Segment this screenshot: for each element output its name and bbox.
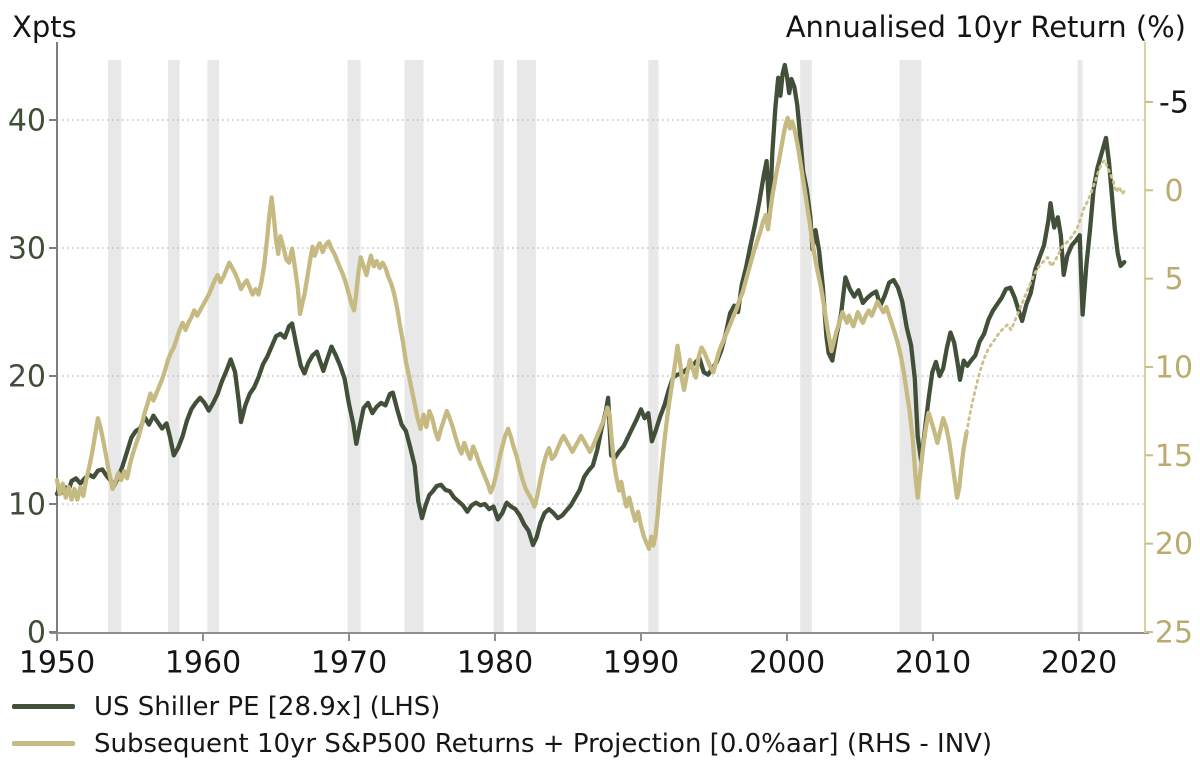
x-axis-tick-label: 1970 <box>311 646 387 681</box>
returns-line-swatch <box>12 741 75 746</box>
subsequent-returns-line <box>54 115 969 552</box>
x-axis-tick-label: 1990 <box>603 646 679 681</box>
recession-band <box>493 60 504 633</box>
left-axis-tick-label: 0 <box>27 616 46 651</box>
recession-band <box>404 60 424 633</box>
x-axis-tick-label: 1950 <box>19 646 95 681</box>
left-axis-title: Xpts <box>12 10 77 44</box>
right-axis-tick-label: 20 <box>1155 527 1193 562</box>
x-axis-tick-label: 1960 <box>165 646 241 681</box>
recession-band <box>1077 60 1083 633</box>
recession-band <box>516 60 536 633</box>
right-axis-tick-label: 15 <box>1155 439 1193 474</box>
right-axis-tick-label: 25 <box>1155 615 1193 650</box>
right-axis-tick-label: 0 <box>1164 174 1183 209</box>
legend-item-subsequent-returns: Subsequent 10yr S&P500 Returns + Project… <box>12 725 992 762</box>
right-axis-title: Annualised 10yr Return (%) <box>785 10 1186 44</box>
shiller-pe-legend-label: US Shiller PE [28.9x] (LHS) <box>94 691 441 722</box>
right-axis-tick-label: -5 <box>1159 85 1189 120</box>
x-axis-tick-label: 2020 <box>1041 646 1117 681</box>
recession-band <box>207 60 220 633</box>
recession-band <box>800 60 812 633</box>
recession-band <box>648 60 659 633</box>
right-axis-tick-label: 10 <box>1155 350 1193 385</box>
legend: US Shiller PE [28.9x] (LHS) Subsequent 1… <box>12 688 992 762</box>
x-axis-tick-label: 2000 <box>749 646 825 681</box>
legend-item-shiller-pe: US Shiller PE [28.9x] (LHS) <box>12 688 992 725</box>
returns-legend-label: Subsequent 10yr S&P500 Returns + Project… <box>94 728 993 759</box>
right-axis-tick-label: 5 <box>1164 262 1183 297</box>
left-axis-tick-label: 40 <box>8 104 46 139</box>
x-axis-tick-label: 1980 <box>457 646 533 681</box>
returns-projection-dotted-line <box>965 158 1127 434</box>
left-axis-tick-label: 20 <box>8 360 46 395</box>
x-axis-tick-label: 2010 <box>895 646 971 681</box>
recession-band <box>347 60 361 633</box>
left-axis-tick-label: 10 <box>8 488 46 523</box>
recession-band <box>108 60 122 633</box>
left-axis-tick-label: 30 <box>8 232 46 267</box>
shiller-pe-line-swatch <box>12 704 75 709</box>
